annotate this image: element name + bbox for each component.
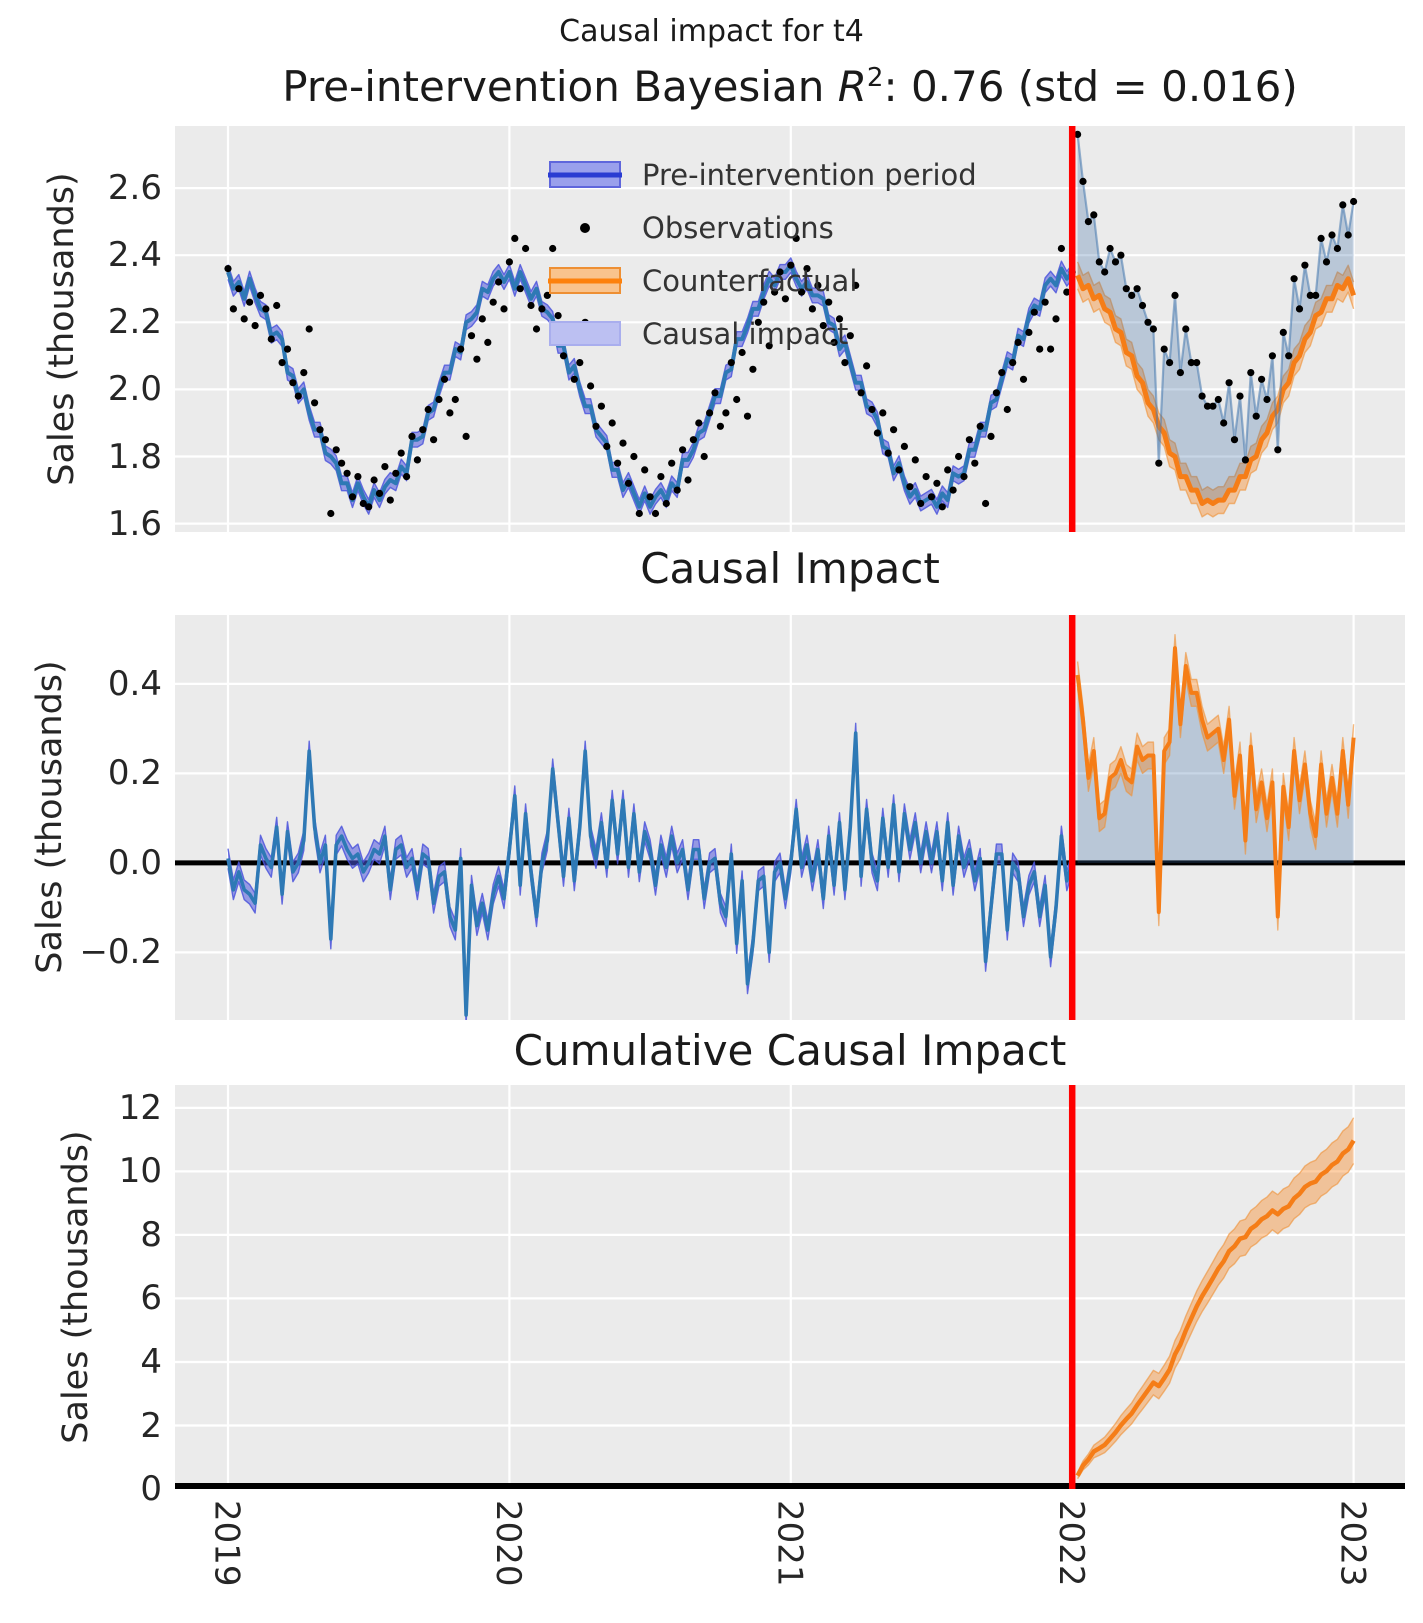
y-tick-label: 2.4 <box>107 235 162 276</box>
panel-causal-impact <box>175 615 1405 1020</box>
counterfactual-band-upper-edge <box>1076 261 1355 491</box>
panel1-title: Pre-intervention Bayesian R2: 0.76 (std … <box>175 62 1405 111</box>
y-tick-label: 4 <box>140 1342 162 1382</box>
pre-impact-band <box>228 723 1073 1020</box>
observation-dots <box>224 130 1358 518</box>
y-tick-label: 6 <box>140 1278 162 1319</box>
y-tick-label: 8 <box>140 1214 162 1255</box>
r-squared-symbol: R <box>837 62 867 111</box>
post-observations-line <box>1076 134 1355 465</box>
observations-dot-swatch-icon <box>580 222 590 233</box>
counterfactual-band-lower-edge <box>1076 288 1355 518</box>
x-tick-label: 2019 <box>206 1500 247 1587</box>
panel2-title: Causal Impact <box>640 544 940 593</box>
y-tick-label: 1.6 <box>107 503 162 544</box>
pre-intervention-band-lower-edge <box>227 271 1073 515</box>
legend-label: Pre-intervention period <box>642 157 977 192</box>
figure-suptitle: Causal impact for t4 <box>559 14 864 49</box>
r-squared-exponent: 2 <box>866 63 884 93</box>
x-tick-label: 2021 <box>769 1500 810 1587</box>
legend-item-pre-intervention: Pre-intervention period <box>548 148 977 201</box>
counterfactual-band-swatch-icon <box>548 267 622 294</box>
legend-item-observations: Observations <box>548 201 834 254</box>
cumulative-band-lower-edge <box>1077 1163 1355 1480</box>
y-tick-label: 2.2 <box>107 302 162 343</box>
x-tick-label: 2022 <box>1050 1500 1091 1587</box>
legend-item-causal-impact: Causal impact <box>548 307 848 360</box>
legend-label: Observations <box>642 210 834 245</box>
post-impact-line <box>1075 646 1356 919</box>
y-tick-label: 2.6 <box>107 168 162 209</box>
y-tick-label: 0.0 <box>107 842 162 883</box>
x-tick-label: 2023 <box>1332 1500 1373 1587</box>
observations-fit-plot <box>175 126 1405 532</box>
y-tick-label: 0.4 <box>107 663 162 704</box>
cumulative-causal-impact-plot <box>175 1085 1405 1489</box>
y-tick-label: 0 <box>140 1469 162 1509</box>
legend-item-counterfactual: Counterfactual <box>548 254 857 307</box>
panel-cumulative-causal-impact <box>175 1085 1405 1489</box>
counterfactual-mean-line <box>1075 274 1356 506</box>
y-tick-label: 1.8 <box>107 436 162 477</box>
cumulative-band-upper-edge <box>1076 1117 1355 1473</box>
post-impact-fill <box>1077 648 1354 917</box>
cumulative-line <box>1075 1139 1356 1477</box>
panel1-title-prefix: Pre-intervention Bayesian <box>282 62 838 111</box>
legend-label: Counterfactual <box>642 263 858 298</box>
y-tick-label: 10 <box>118 1151 162 1192</box>
panel1-title-suffix: : 0.76 (std = 0.016) <box>883 62 1298 111</box>
y-tick-label: 0.2 <box>107 753 162 794</box>
causal-impact-fill <box>1077 134 1354 504</box>
pre-impact-band-lower-edge <box>227 742 1073 1020</box>
legend-label: Causal impact <box>642 316 849 351</box>
y-tick-label: 2.0 <box>107 369 162 410</box>
y-tick-label: −0.2 <box>79 932 162 973</box>
pre-impact-line <box>226 731 1074 1017</box>
x-tick-label: 2020 <box>488 1500 529 1587</box>
panel3-title: Cumulative Causal Impact <box>513 1026 1067 1075</box>
panel-observations-fit <box>175 126 1405 532</box>
pre-intervention-band-swatch-icon <box>548 161 622 188</box>
y-tick-label: 12 <box>118 1087 162 1128</box>
panel2-y-axis-label: Sales (thousands) <box>30 660 70 974</box>
causal-impact-plot <box>175 615 1405 1020</box>
causal-impact-patch-swatch-icon <box>549 321 621 346</box>
y-tick-label: 2 <box>140 1405 162 1446</box>
